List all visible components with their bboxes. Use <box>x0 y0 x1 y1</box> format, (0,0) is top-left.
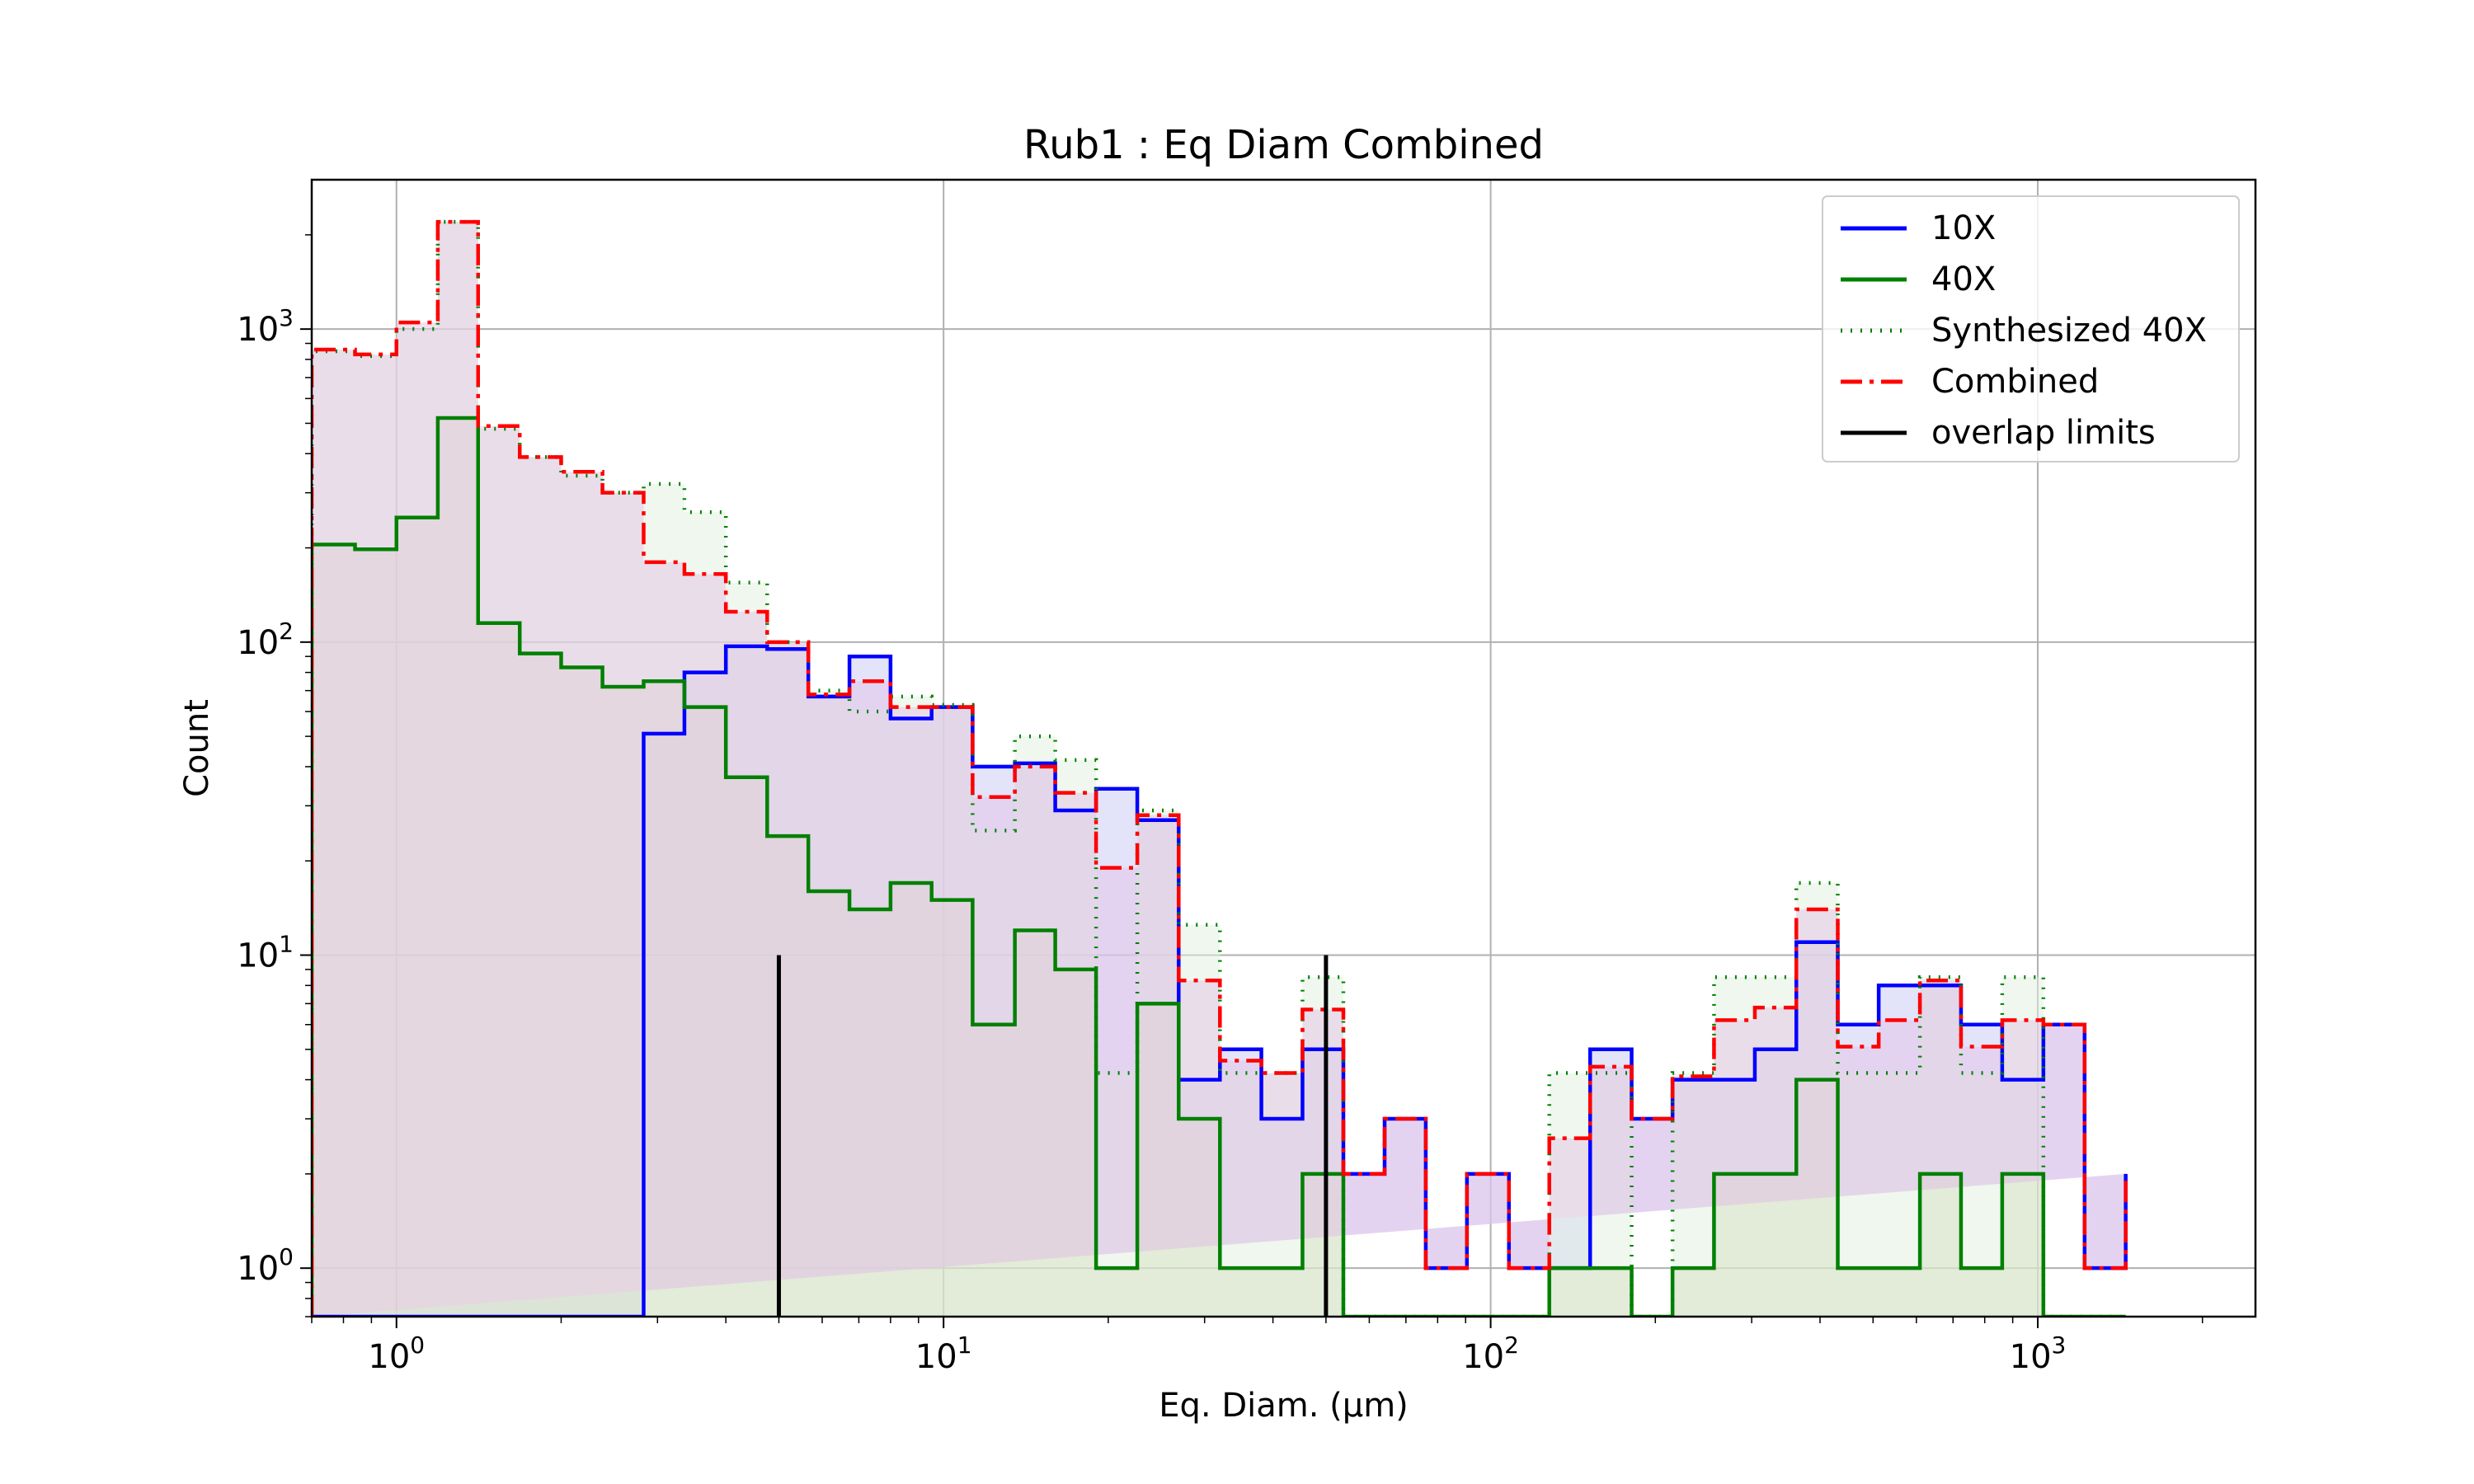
series-lines <box>312 219 2128 1317</box>
legend-label-combined: Combined <box>1931 363 2099 401</box>
y-tick-label-0-exponent: 0 <box>279 1243 294 1270</box>
y-tick-label-2-exponent: 2 <box>279 618 294 645</box>
series-40x <box>312 416 2126 1317</box>
fill-combined <box>312 222 2126 1317</box>
x-tick-label-1-base: 10 <box>915 1338 957 1376</box>
x-tick-label-3: 103 <box>2010 1331 2067 1376</box>
y-tick-label-0: 100 <box>237 1243 294 1288</box>
legend-label-synthesized-40x: Synthesized 40X <box>1931 312 2207 350</box>
y-tick-label-1-exponent: 1 <box>279 931 294 958</box>
line-synthesized-40x <box>312 219 2126 1317</box>
x-tick-label-3-exponent: 3 <box>2052 1331 2067 1359</box>
x-tick-label-1-exponent: 1 <box>957 1331 972 1359</box>
y-tick-label-0-base: 10 <box>237 1250 279 1288</box>
legend-label-10x: 10X <box>1931 209 1996 247</box>
x-tick-label-2-exponent: 2 <box>1504 1331 1519 1359</box>
x-tick-label-0-exponent: 0 <box>410 1331 425 1359</box>
x-tick-label-0: 100 <box>368 1331 425 1376</box>
plot-frame <box>310 178 2257 1318</box>
x-tick-label-3-base: 10 <box>2010 1338 2052 1376</box>
legend: 10X 40X Synthesized 40X Combined overlap lim… <box>1822 195 2240 463</box>
x-tick-label-2: 102 <box>1462 1331 1519 1376</box>
legend-entry-overlap-limits: overlap limits <box>1841 414 2156 452</box>
legend-entry-combined: Combined <box>1841 363 2099 401</box>
series-10x <box>312 644 2128 1317</box>
series-combined <box>312 219 2128 1317</box>
legend-label-overlap-limits: overlap limits <box>1931 414 2156 452</box>
legend-box <box>1822 195 2240 463</box>
line-10x <box>312 644 2128 1317</box>
y-tick-label-3-exponent: 3 <box>279 304 294 331</box>
y-tick-label-2: 102 <box>237 618 294 662</box>
line-40x <box>312 416 2126 1317</box>
legend-label-40x: 40X <box>1931 261 1996 298</box>
y-tick-label-1-base: 10 <box>237 937 279 975</box>
y-tick-label-3-base: 10 <box>237 311 279 349</box>
x-tick-label-1: 101 <box>915 1331 972 1376</box>
chart-title: Rub1 : Eq Diam Combined <box>1023 122 1544 168</box>
x-axis-label: Eq. Diam. (µm) <box>1159 1387 1409 1425</box>
x-tick-label-0-base: 10 <box>368 1338 410 1376</box>
series-fills <box>312 222 2126 1317</box>
legend-entry-40x: 40X <box>1841 261 1996 298</box>
y-tick-label-3: 103 <box>237 304 294 349</box>
legend-entry-synthesized-40x: Synthesized 40X <box>1841 312 2207 350</box>
series-synthesized-40x <box>312 219 2126 1317</box>
y-tick-label-2-base: 10 <box>237 624 279 662</box>
overlap-limit-lines <box>776 955 1329 1317</box>
line-combined <box>312 219 2128 1317</box>
y-axis-label: Count <box>178 699 216 797</box>
legend-entry-10x: 10X <box>1841 209 1996 247</box>
x-tick-label-2-base: 10 <box>1462 1338 1504 1376</box>
y-tick-label-1: 101 <box>237 931 294 975</box>
